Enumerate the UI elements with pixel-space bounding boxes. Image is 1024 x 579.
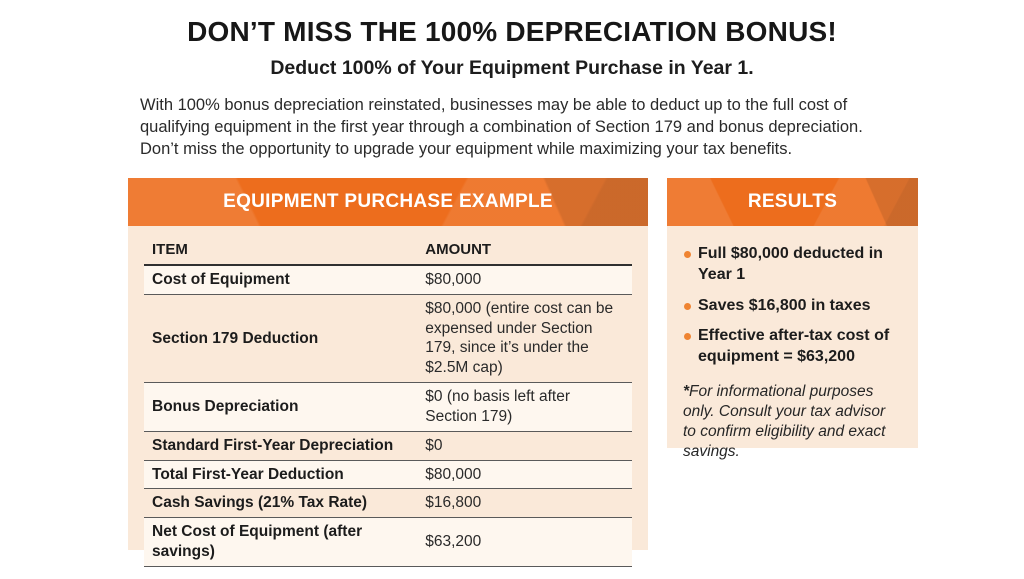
results-list: Full $80,000 deducted in Year 1 Saves $1…: [683, 244, 902, 368]
row-amount-value: $80,000: [417, 460, 632, 490]
row-amount-value: $0: [417, 431, 632, 461]
intro-paragraph: With 100% bonus depreciation reinstated,…: [140, 96, 863, 159]
row-item-label: Cost of Equipment: [144, 265, 418, 295]
row-item-label: Total First-Year Deduction: [144, 460, 418, 490]
row-amount-value: $80,000 (entire cost can be expensed und…: [417, 294, 632, 384]
row-amount-value: $16,800: [417, 488, 632, 519]
bullet-icon: [684, 333, 691, 341]
row-item-label: Net Cost of Equipment (after savings): [144, 517, 418, 567]
row-item-label: Cash Savings (21% Tax Rate): [144, 488, 418, 519]
result-item: Saves $16,800 in taxes: [683, 296, 902, 317]
table-row: Net Cost of Equipment (after savings) $6…: [144, 517, 632, 567]
results-body: Full $80,000 deducted in Year 1 Saves $1…: [667, 226, 918, 475]
result-item: Effective after-tax cost of equipment = …: [683, 326, 902, 368]
results-panel: RESULTS Full $80,000 deducted in Year 1 …: [667, 178, 918, 460]
bullet-icon: [684, 302, 691, 310]
row-amount-value: $80,000: [417, 265, 632, 295]
row-amount-value: $63,200: [417, 517, 632, 567]
table-row: Cost of Equipment $80,000: [144, 265, 632, 295]
row-item-label: Section 179 Deduction: [144, 294, 418, 384]
table-row: Cash Savings (21% Tax Rate) $16,800: [144, 488, 632, 519]
equipment-example-panel: EQUIPMENT PURCHASE EXAMPLE ITEM AMOUNT C…: [128, 178, 648, 567]
asterisk: *: [683, 382, 690, 400]
bullet-icon: [684, 251, 691, 258]
table-row: Total First-Year Deduction $80,000: [144, 460, 632, 490]
disclaimer-text: For informational purposes only. Consult…: [683, 382, 886, 461]
equipment-table: ITEM AMOUNT Cost of Equipment $80,000 Se…: [144, 234, 632, 567]
column-header-amount: AMOUNT: [417, 234, 632, 266]
results-header: RESULTS: [667, 178, 918, 226]
row-item-label: Bonus Depreciation: [144, 382, 418, 432]
row-item-label: Standard First-Year Depreciation: [144, 431, 418, 461]
page-subtitle: Deduct 100% of Your Equipment Purchase i…: [270, 57, 754, 79]
result-item-text: Saves $16,800 in taxes: [698, 296, 871, 314]
table-header-row: ITEM AMOUNT: [144, 234, 632, 266]
disclaimer: *For informational purposes only. Consul…: [683, 382, 902, 463]
table-row: Standard First-Year Depreciation $0: [144, 431, 632, 461]
result-item-text: Effective after-tax cost of equipment = …: [698, 327, 890, 366]
column-header-item: ITEM: [144, 234, 418, 266]
equipment-example-body: ITEM AMOUNT Cost of Equipment $80,000 Se…: [128, 226, 648, 579]
row-amount-value: $0 (no basis left after Section 179): [417, 382, 632, 432]
result-item-text: Full $80,000 deducted in Year 1: [698, 245, 883, 283]
table-row: Bonus Depreciation $0 (no basis left aft…: [144, 382, 632, 432]
table-row: Section 179 Deduction $80,000 (entire co…: [144, 294, 632, 384]
equipment-example-header: EQUIPMENT PURCHASE EXAMPLE: [128, 178, 648, 226]
page-title: DON’T MISS THE 100% DEPRECIATION BONUS!: [187, 16, 837, 47]
result-item: Full $80,000 deducted in Year 1: [683, 244, 902, 286]
